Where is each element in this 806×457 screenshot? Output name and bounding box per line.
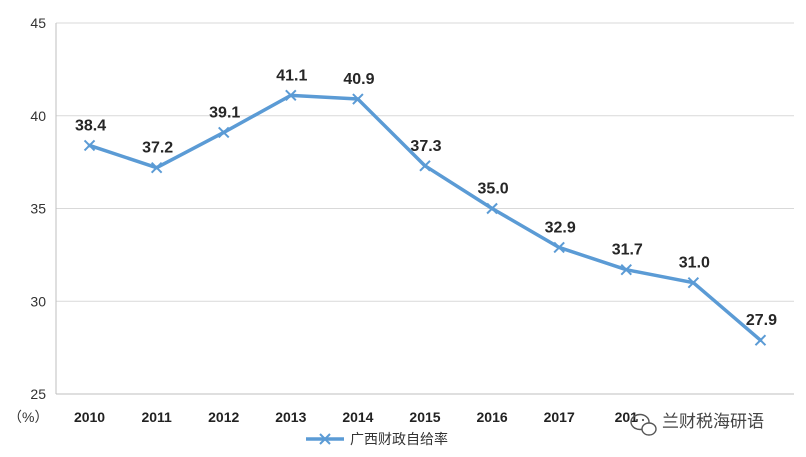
- series-line: [87, 93, 763, 342]
- data-label-2011: 37.2: [142, 140, 173, 157]
- x-tick-label: 2012: [208, 409, 239, 425]
- x-tick-label: 2015: [409, 409, 440, 425]
- data-point-2013: [285, 89, 297, 102]
- data-point-2010: [83, 139, 96, 152]
- y-tick-label: 45: [30, 15, 46, 31]
- legend: 广西财政自给率: [306, 431, 448, 448]
- series-line-layer: [83, 89, 767, 346]
- data-label-2020: 27.9: [746, 312, 777, 329]
- data-label-2012: 39.1: [209, 104, 240, 121]
- wechat-icon: [630, 413, 657, 436]
- y-tick-label: 40: [30, 108, 46, 124]
- data-label-2018: 31.7: [612, 242, 643, 259]
- legend-label: 广西财政自给率: [350, 431, 448, 448]
- data-point-2018: [620, 264, 632, 276]
- data-label-2016: 35.0: [478, 181, 509, 198]
- data-point-2017: [553, 241, 565, 254]
- y-axis-unit: （%）: [8, 409, 48, 425]
- y-tick-label: 30: [30, 293, 46, 309]
- data-point-2020: [754, 334, 767, 346]
- watermark-text: 兰财税海研语: [662, 412, 764, 432]
- data-label-2010: 38.4: [75, 117, 106, 134]
- data-label-2019: 31.0: [679, 255, 710, 272]
- data-labels: 38.4 37.2 39.1 41.1 40.9 37.3 35.0 32.9 31.7 31.0…: [75, 67, 777, 329]
- legend-x-marker: [319, 433, 331, 445]
- y-tick-label: 25: [30, 386, 46, 402]
- watermark: 兰财税海研语: [630, 412, 764, 436]
- x-axis-tick-labels: 2010 2011 2012 2013 2014 2015 2016 2017 201: [74, 409, 638, 425]
- data-label-2014: 40.9: [343, 71, 374, 88]
- data-point-2015: [419, 160, 431, 172]
- x-tick-label: 2014: [342, 409, 373, 425]
- data-point-2016: [486, 202, 498, 215]
- x-tick-label: 2010: [74, 409, 105, 425]
- y-tick-label: 35: [30, 201, 46, 217]
- x-tick-label: 2017: [544, 409, 575, 425]
- data-label-2015: 37.3: [410, 138, 441, 155]
- x-tick-label: 2011: [141, 409, 172, 425]
- data-point-2019: [687, 276, 700, 289]
- data-point-2012: [218, 126, 230, 139]
- x-tick-label: 2016: [477, 409, 508, 425]
- x-tick-label: 2013: [275, 409, 306, 425]
- gridlines: [55, 22, 794, 395]
- data-label-2013: 41.1: [276, 67, 307, 84]
- y-axis-tick-labels: 25 30 35 40 45: [30, 15, 46, 402]
- data-point-2014: [352, 93, 364, 105]
- data-point-2011: [150, 161, 163, 174]
- x-tick-label: 201: [615, 409, 639, 425]
- data-label-2017: 32.9: [545, 219, 576, 236]
